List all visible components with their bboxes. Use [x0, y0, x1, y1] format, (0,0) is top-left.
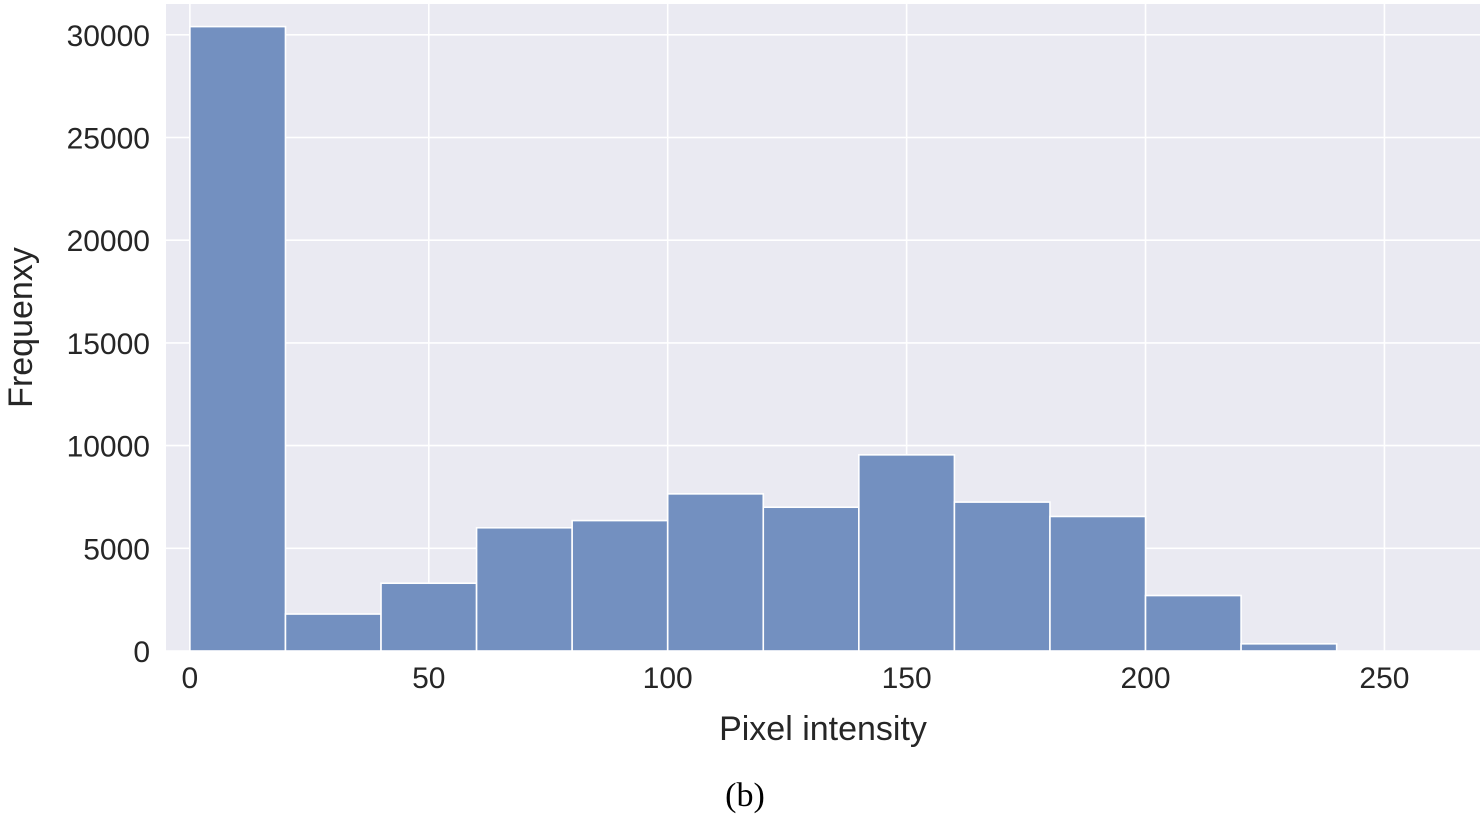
histogram-bar [475, 526, 573, 652]
y-tick-label: 25000 [67, 123, 150, 156]
histogram-bar [1240, 643, 1338, 652]
histogram-bar [953, 501, 1051, 652]
histogram-bar [284, 613, 382, 652]
x-tick-label: 100 [643, 662, 693, 695]
histogram-bar [571, 519, 669, 652]
x-tick-label: 0 [182, 662, 199, 695]
histogram-bar [858, 454, 956, 652]
histogram-bar [666, 493, 765, 652]
histogram-bar [1144, 594, 1242, 652]
y-tick-label: 20000 [67, 225, 150, 258]
y-tick-label: 30000 [67, 20, 150, 53]
histogram-bars [189, 25, 1338, 652]
y-tick-label: 10000 [67, 431, 150, 464]
y-tick-label: 15000 [67, 328, 150, 361]
x-tick-label: 250 [1359, 662, 1409, 695]
x-axis-ticks: 0 50 100 150 200 250 [182, 662, 1410, 695]
y-axis-ticks: 0 5000 10000 15000 20000 25000 30000 [67, 20, 150, 669]
x-axis-label: Pixel intensity [719, 710, 927, 748]
histogram-bar [1049, 515, 1147, 652]
y-tick-label: 0 [133, 636, 150, 669]
histogram-bar [189, 25, 287, 652]
histogram-bar [762, 506, 860, 652]
y-tick-label: 5000 [83, 533, 150, 566]
x-tick-label: 50 [412, 662, 445, 695]
histogram-bar [380, 582, 478, 652]
y-axis-label: Frequenxy [2, 247, 40, 408]
x-tick-label: 150 [882, 662, 932, 695]
x-tick-label: 200 [1120, 662, 1170, 695]
figure-caption: (b) [725, 777, 765, 814]
